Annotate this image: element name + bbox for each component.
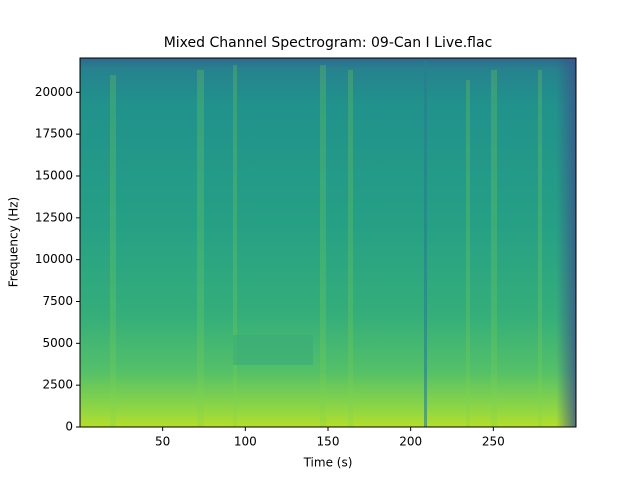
x-tick-label: 150: [317, 435, 340, 449]
y-tick-label: 12500: [35, 210, 73, 224]
x-tick-label: 50: [155, 435, 170, 449]
y-tick-label: 10000: [35, 252, 73, 266]
x-tick-label: 100: [234, 435, 257, 449]
y-tick-label: 7500: [42, 294, 73, 308]
x-tick-label: 250: [482, 435, 505, 449]
y-tick-label: 2500: [42, 378, 73, 392]
y-tick-label: 5000: [42, 336, 73, 350]
y-tick-label: 0: [65, 420, 73, 434]
y-axis-label: Frequency (Hz): [7, 197, 21, 288]
x-axis-label: Time (s): [303, 456, 353, 470]
y-tick-label: 15000: [35, 168, 73, 182]
y-tick-label: 17500: [35, 127, 73, 141]
x-tick-label: 200: [399, 435, 422, 449]
chart-title: Mixed Channel Spectrogram: 09-Can I Live…: [164, 35, 493, 51]
y-tick-label: 20000: [35, 85, 73, 99]
spectrogram-image: [80, 58, 576, 427]
